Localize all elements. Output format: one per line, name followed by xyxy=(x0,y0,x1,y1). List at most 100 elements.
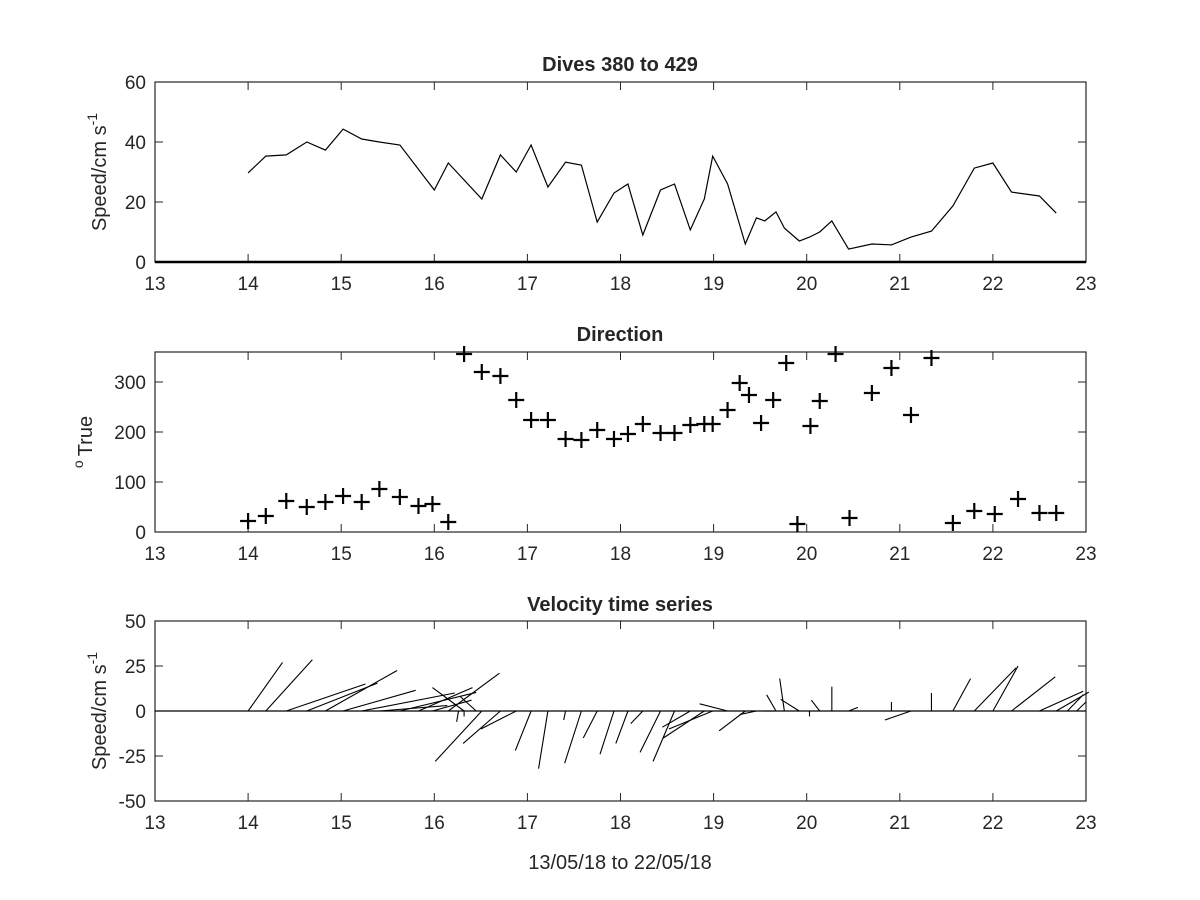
speed-panel-ylabel: Speed/cm s-1 xyxy=(84,113,111,231)
direction-xtick-label: 23 xyxy=(1075,544,1096,565)
speed-ytick-label: 40 xyxy=(125,133,146,154)
direction-point xyxy=(765,392,782,408)
direction-xtick-label: 19 xyxy=(703,544,724,565)
velocity-stick xyxy=(1066,694,1084,712)
velocity-stick xyxy=(1076,701,1087,712)
speed-xtick-label: 15 xyxy=(331,274,352,295)
speed-xtick-label: 14 xyxy=(238,274,260,295)
direction-point xyxy=(966,503,983,519)
velocity-xtick-label: 22 xyxy=(982,813,1003,834)
velocity-xtick-label: 15 xyxy=(331,813,352,834)
direction-point xyxy=(391,489,408,505)
velocity-stick xyxy=(699,703,728,712)
velocity-stick xyxy=(379,705,448,712)
speed-panel-ticks: 13 14 15 16 17 18 19 20 21 22 23 0 20 40 60 xyxy=(125,73,1097,295)
direction-point xyxy=(652,425,669,441)
direction-point xyxy=(557,431,574,447)
direction-point xyxy=(508,392,525,408)
velocity-stick xyxy=(662,710,691,728)
velocity-stick xyxy=(286,683,366,712)
direction-point xyxy=(257,508,274,524)
direction-xtick-label: 18 xyxy=(610,544,631,565)
velocity-stick xyxy=(399,691,477,712)
direction-point xyxy=(317,494,334,510)
velocity-stick xyxy=(599,710,615,755)
velocity-stick xyxy=(361,692,455,712)
velocity-stick xyxy=(884,710,912,721)
direction-ytick-label: 100 xyxy=(114,473,146,494)
direction-point xyxy=(789,516,806,532)
velocity-stick xyxy=(564,710,582,764)
direction-point xyxy=(682,417,699,433)
velocity-stick xyxy=(456,710,460,722)
velocity-stick xyxy=(462,710,501,744)
velocity-stick xyxy=(514,710,532,751)
direction-point xyxy=(740,387,757,403)
direction-point xyxy=(353,494,370,510)
velocity-stick xyxy=(1011,676,1056,712)
velocity-panel-title: Velocity time series xyxy=(527,594,713,616)
direction-point xyxy=(944,515,961,531)
velocity-xtick-label: 23 xyxy=(1075,813,1096,834)
velocity-stick xyxy=(325,670,398,712)
velocity-ytick-label: 0 xyxy=(135,702,146,723)
velocity-xtick-label: 13 xyxy=(144,813,165,834)
velocity-ytick-label: -25 xyxy=(119,747,146,768)
velocity-stick xyxy=(780,698,800,712)
direction-xtick-label: 20 xyxy=(796,544,817,565)
velocity-stick xyxy=(739,710,757,716)
velocity-xtick-label: 20 xyxy=(796,813,817,834)
direction-xtick-label: 22 xyxy=(982,544,1003,565)
direction-point xyxy=(523,412,540,428)
direction-point xyxy=(753,415,770,431)
direction-point xyxy=(1031,505,1048,521)
velocity-stick xyxy=(582,710,598,739)
velocity-stick xyxy=(848,706,859,712)
velocity-stick xyxy=(668,710,713,730)
speed-xtick-label: 22 xyxy=(982,274,1003,295)
velocity-stick xyxy=(663,710,705,739)
speed-xtick-label: 16 xyxy=(424,274,445,295)
direction-xtick-label: 13 xyxy=(144,544,165,565)
direction-point xyxy=(539,412,556,428)
speed-xtick-label: 17 xyxy=(517,274,538,295)
velocity-xtick-label: 21 xyxy=(889,813,910,834)
direction-point xyxy=(883,360,900,376)
velocity-stick xyxy=(447,672,500,712)
direction-point xyxy=(863,385,880,401)
velocity-ytick-label: 25 xyxy=(125,657,146,678)
direction-point xyxy=(335,488,352,504)
velocity-stick xyxy=(630,710,644,724)
speed-ytick-label: 20 xyxy=(125,193,146,214)
direction-xtick-label: 21 xyxy=(889,544,910,565)
direction-point xyxy=(410,498,427,514)
direction-plot-area xyxy=(154,351,1087,533)
direction-point xyxy=(666,425,683,441)
velocity-xtick-label: 14 xyxy=(238,813,260,834)
direction-point xyxy=(619,426,636,442)
velocity-stick xyxy=(418,687,473,712)
direction-xtick-label: 16 xyxy=(424,544,445,565)
direction-point xyxy=(827,346,844,362)
speed-plot-area xyxy=(154,81,1087,263)
direction-point xyxy=(473,364,490,380)
direction-point xyxy=(605,431,622,447)
velocity-stick xyxy=(652,710,676,762)
direction-point xyxy=(424,496,441,512)
direction-ytick-label: 200 xyxy=(114,423,146,444)
direction-panel-marks xyxy=(240,346,1065,532)
direction-point xyxy=(802,418,819,434)
direction-point xyxy=(278,493,295,509)
velocity-xtick-label: 19 xyxy=(703,813,724,834)
speed-xtick-label: 21 xyxy=(889,274,910,295)
velocity-stick xyxy=(810,699,821,712)
direction-point xyxy=(440,514,457,530)
direction-point xyxy=(634,416,651,432)
velocity-xtick-label: 16 xyxy=(424,813,445,834)
velocity-panel-marks xyxy=(155,659,1090,769)
velocity-stick xyxy=(265,659,313,712)
direction-point xyxy=(589,422,606,438)
velocity-stick xyxy=(615,710,629,744)
speed-xtick-label: 18 xyxy=(610,274,631,295)
direction-point xyxy=(986,506,1003,522)
